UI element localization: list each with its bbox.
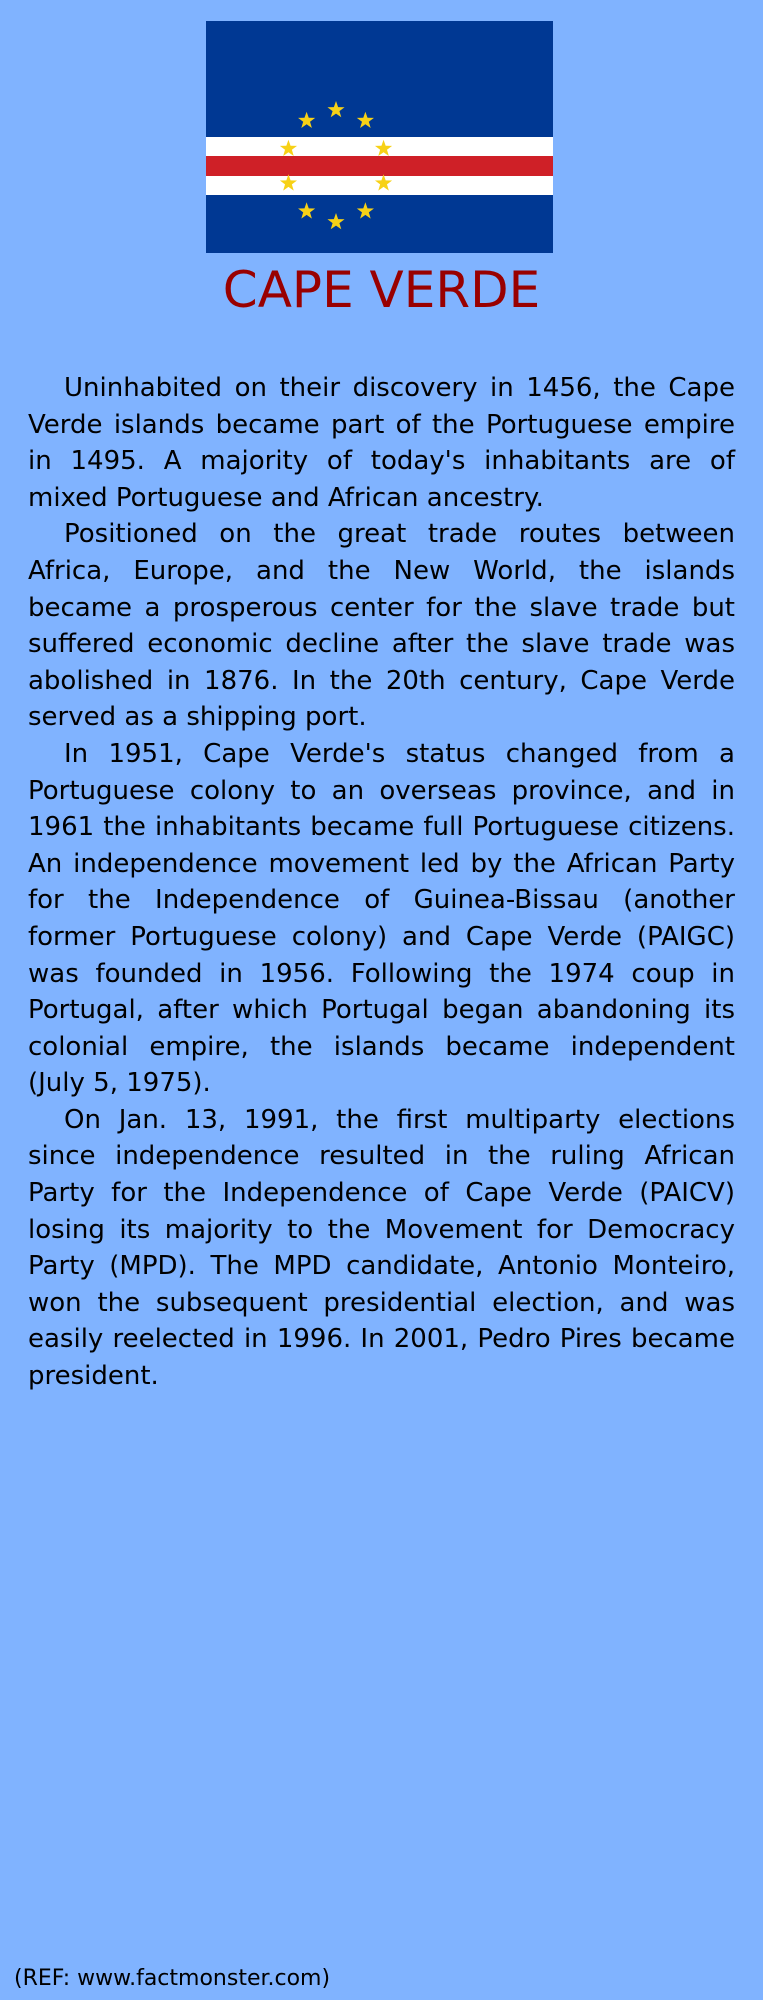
flag-star-icon <box>327 213 345 230</box>
flag-star-icon <box>298 202 316 219</box>
flag-star-icon <box>327 101 345 118</box>
flag-star-icon <box>279 139 298 156</box>
article-body: Uninhabited on their discovery in 1456, … <box>28 370 735 1395</box>
page-title: CAPE VERDE <box>222 261 541 319</box>
flag-star-icon <box>356 111 374 128</box>
flag-star-icon <box>298 111 316 128</box>
flag-star-icon <box>374 139 393 156</box>
paragraph: Positioned on the great trade routes bet… <box>28 519 735 733</box>
paragraph: In 1951, Cape Verde's status changed fro… <box>28 738 735 1099</box>
flag-star-icon <box>356 202 374 219</box>
flag-star-icon <box>374 174 393 191</box>
paragraph: Uninhabited on their discovery in 1456, … <box>28 373 735 513</box>
cape-verde-flag-icon <box>206 21 553 253</box>
reference-note: (REF: www.factmonster.com) <box>14 1966 331 1991</box>
flag-star-icon <box>279 174 298 191</box>
paragraph: On Jan. 13, 1991, the first multiparty e… <box>28 1104 735 1392</box>
